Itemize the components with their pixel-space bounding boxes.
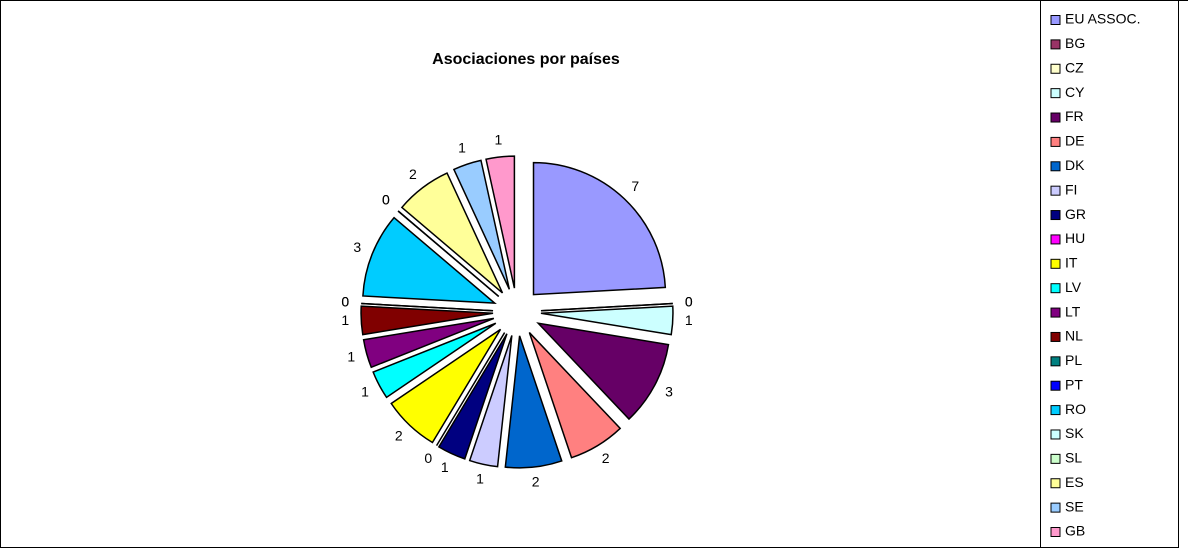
- data-label: 0: [382, 191, 390, 207]
- legend-label: CZ: [1065, 59, 1084, 75]
- legend-swatch: [1050, 527, 1061, 537]
- legend-label: RO: [1065, 401, 1086, 417]
- legend-label: NL: [1065, 328, 1083, 344]
- legend-label: ES: [1065, 474, 1084, 490]
- legend-swatch: [1050, 405, 1061, 416]
- legend-label: GB: [1065, 523, 1085, 539]
- data-label: 0: [685, 293, 693, 309]
- pie-slice: [390, 328, 502, 444]
- legend-label: LV: [1065, 279, 1082, 295]
- legend-swatch: [1050, 15, 1061, 25]
- legend-box: [1040, 0, 1179, 548]
- legend-label: BG: [1065, 35, 1085, 51]
- legend-swatch: [1050, 380, 1061, 391]
- legend-label: DE: [1065, 133, 1084, 149]
- data-label: 7: [631, 178, 639, 194]
- legend-label: FR: [1065, 108, 1084, 124]
- legend-label: PT: [1065, 376, 1083, 392]
- pie-slice: [485, 155, 516, 289]
- data-label: 3: [665, 383, 673, 399]
- data-label: 0: [341, 293, 349, 309]
- legend-swatch: [1050, 502, 1061, 513]
- pie-slice: [528, 332, 622, 459]
- legend-label: SL: [1065, 450, 1082, 466]
- pie-slice: [400, 172, 504, 294]
- legend-swatch: [1050, 210, 1061, 221]
- data-label: 1: [495, 132, 503, 148]
- pie-slice: [532, 161, 667, 296]
- legend-label: DK: [1065, 157, 1085, 173]
- legend-swatch: [1050, 136, 1061, 147]
- data-label: 3: [353, 239, 361, 255]
- data-label: 1: [347, 349, 355, 365]
- data-label: 1: [476, 471, 484, 487]
- legend-swatch: [1050, 63, 1061, 74]
- legend-label: IT: [1065, 255, 1078, 271]
- legend-label: GR: [1065, 206, 1086, 222]
- pie-slice: [468, 335, 513, 468]
- pie-slice: [362, 216, 497, 304]
- legend-label: SE: [1065, 498, 1084, 514]
- legend-swatch: [1050, 112, 1061, 123]
- legend-label: HU: [1065, 230, 1085, 246]
- pie-slice: [540, 302, 673, 312]
- legend-swatch: [1050, 283, 1061, 294]
- legend-swatch: [1050, 307, 1061, 318]
- legend-swatch: [1050, 331, 1061, 342]
- legend-label: LT: [1065, 303, 1081, 319]
- data-label: 0: [382, 191, 390, 207]
- pie-slice: [536, 322, 670, 421]
- legend-swatch: [1050, 478, 1061, 489]
- legend-swatch: [1050, 356, 1061, 367]
- legend-swatch: [1050, 234, 1061, 245]
- pie-slice: [504, 335, 563, 469]
- pie-slice: [540, 305, 674, 336]
- data-label: 1: [458, 140, 466, 156]
- legend-label: FI: [1065, 181, 1077, 197]
- pie-slice: [361, 302, 494, 312]
- legend-label: SK: [1065, 425, 1084, 441]
- pie-slice: [452, 159, 511, 290]
- data-label: 0: [685, 293, 693, 309]
- pie-slice: [360, 305, 494, 336]
- data-label: 1: [441, 459, 449, 475]
- chart-title: Asociaciones por países: [432, 51, 620, 68]
- data-label: 2: [409, 166, 417, 182]
- pie-slice: [372, 322, 497, 399]
- data-label: 0: [424, 450, 432, 466]
- data-label: 1: [361, 383, 369, 399]
- pie-slice: [397, 210, 500, 298]
- data-label: 0: [341, 293, 349, 309]
- data-label: 2: [395, 428, 403, 444]
- data-label: 1: [685, 312, 693, 328]
- legend-swatch: [1050, 88, 1061, 99]
- legend-swatch: [1050, 258, 1061, 269]
- legend-swatch: [1050, 429, 1061, 440]
- data-label: 2: [532, 474, 540, 490]
- legend-label: PL: [1065, 352, 1082, 368]
- data-label: 2: [602, 450, 610, 466]
- legend-swatch: [1050, 185, 1061, 196]
- legend-label: CY: [1065, 84, 1085, 100]
- legend-swatch: [1050, 453, 1061, 464]
- legend-swatch: [1050, 161, 1061, 172]
- legend-swatch: [1050, 39, 1061, 50]
- data-label: 1: [341, 312, 349, 328]
- pie-slice: [437, 333, 508, 460]
- legend-label: EU ASSOC.: [1065, 11, 1140, 27]
- pie-slice: [362, 317, 495, 369]
